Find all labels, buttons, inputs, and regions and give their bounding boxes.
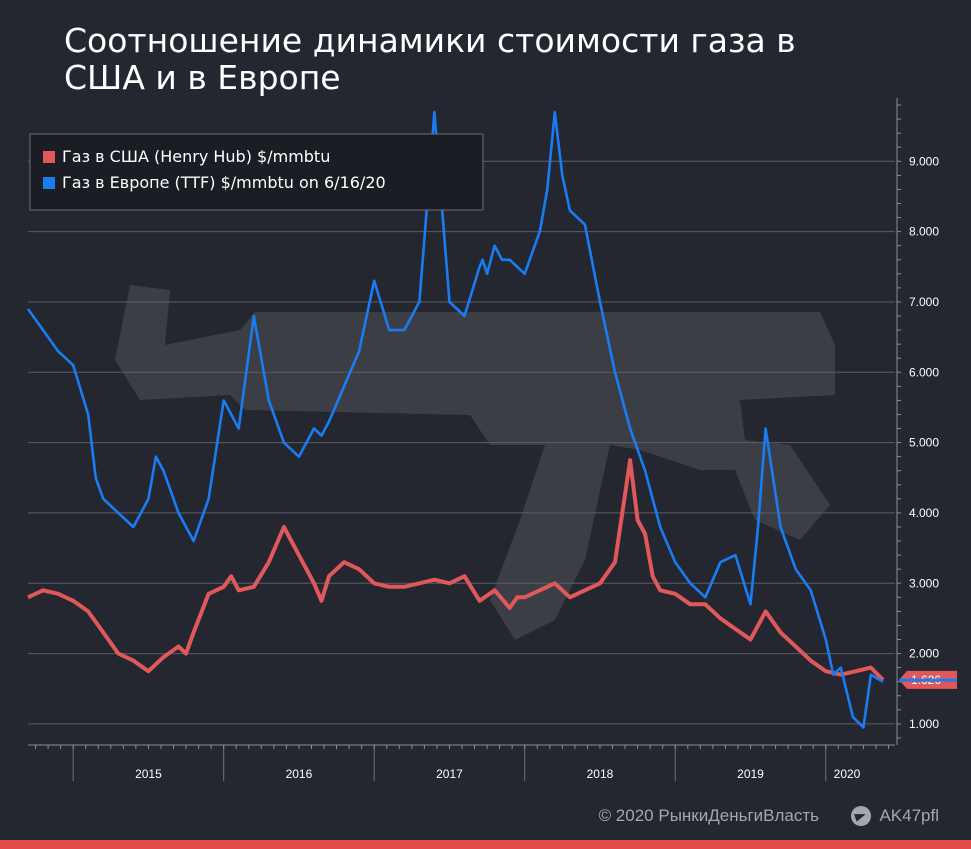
legend-swatch: [43, 151, 55, 163]
y-tick-label: 7.000: [909, 295, 939, 309]
chart-svg: 1.000 2.000 3.000 4.000 5.000 6.000 7.000 8.000…: [26, 98, 957, 781]
y-tick-label: 4.000: [909, 506, 939, 520]
y-tick-label: 9.000: [909, 154, 939, 168]
bottom-accent-bar: [0, 840, 971, 849]
watermark-rifle-logo: [115, 285, 835, 640]
chart-title: Соотношение динамики стоимости газа в СШ…: [64, 21, 796, 97]
legend-label: Газ в США (Henry Hub) $/mmbtu: [62, 147, 330, 166]
y-tick-label: 8.000: [909, 225, 939, 239]
x-tick-label: 2019: [737, 767, 764, 781]
footer: © 2020 РынкиДеньгиВласть AK47pfl: [0, 800, 971, 832]
telegram-credit[interactable]: AK47pfl: [851, 806, 939, 826]
plot-area: [26, 110, 885, 729]
y-tick-label: 5.000: [909, 436, 939, 450]
y-tick-label: 1.000: [909, 717, 939, 731]
chart-grid: [28, 160, 895, 725]
chart-legend: Газ в США (Henry Hub) $/mmbtu Газ в Европ…: [29, 133, 484, 211]
last-value-label: 1.626: [899, 670, 957, 689]
telegram-handle: AK47pfl: [879, 806, 939, 825]
x-tick-label: 2015: [135, 767, 162, 781]
legend-swatch: [43, 177, 55, 189]
x-tick-label: 2016: [286, 767, 313, 781]
y-tick-label: 3.000: [909, 576, 939, 590]
us-gas-line: [27, 458, 885, 682]
y-axis: 1.000 2.000 3.000 4.000 5.000 6.000 7.000 8.000…: [896, 98, 939, 745]
copyright-text: © 2020 РынкиДеньгиВласть: [598, 806, 819, 825]
x-tick-label: 2018: [587, 767, 614, 781]
eu-last-value-marker: [899, 678, 957, 682]
telegram-icon: [851, 806, 872, 826]
legend-label: Газ в Европе (TTF) $/mmbtu on 6/16/20: [62, 173, 386, 192]
x-axis: 2015 2016 2017 2018 2019 2020: [28, 744, 895, 781]
legend-box: [29, 133, 484, 211]
y-tick-label: 2.000: [909, 647, 939, 661]
y-tick-label: 6.000: [909, 365, 939, 379]
x-tick-label: 2020: [834, 767, 861, 781]
x-tick-label: 2017: [436, 767, 463, 781]
eu-gas-line: [26, 110, 884, 729]
